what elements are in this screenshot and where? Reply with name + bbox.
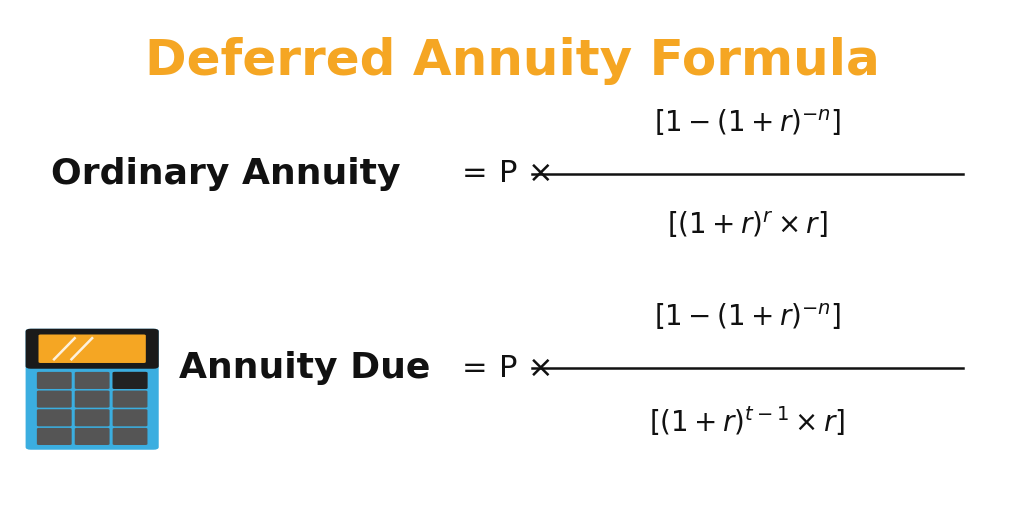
FancyBboxPatch shape [75, 409, 110, 426]
FancyBboxPatch shape [113, 390, 147, 408]
Text: $[(1 + r)^{t-1} \times r]$: $[(1 + r)^{t-1} \times r]$ [649, 404, 846, 438]
FancyBboxPatch shape [75, 390, 110, 408]
FancyBboxPatch shape [26, 329, 159, 450]
FancyBboxPatch shape [113, 372, 147, 389]
FancyBboxPatch shape [26, 329, 159, 369]
FancyBboxPatch shape [39, 335, 145, 363]
FancyBboxPatch shape [37, 409, 72, 426]
FancyBboxPatch shape [37, 390, 72, 408]
Text: $[1 - (1 + r)^{-n}]$: $[1 - (1 + r)^{-n}]$ [653, 302, 842, 332]
FancyBboxPatch shape [75, 372, 110, 389]
Text: Annuity Due: Annuity Due [179, 351, 430, 385]
Text: Ordinary Annuity: Ordinary Annuity [51, 157, 400, 190]
Text: $[(1 + r)^{r} \times r]$: $[(1 + r)^{r} \times r]$ [668, 209, 827, 240]
FancyBboxPatch shape [37, 372, 72, 389]
FancyBboxPatch shape [113, 409, 147, 426]
FancyBboxPatch shape [37, 428, 72, 445]
Text: $[1 - (1 + r)^{-n}]$: $[1 - (1 + r)^{-n}]$ [653, 107, 842, 138]
Text: $= \,\mathrm{P}\, \times$: $= \,\mathrm{P}\, \times$ [456, 353, 551, 383]
Text: Deferred Annuity Formula: Deferred Annuity Formula [144, 37, 880, 85]
FancyBboxPatch shape [75, 428, 110, 445]
FancyBboxPatch shape [113, 372, 147, 389]
FancyBboxPatch shape [113, 428, 147, 445]
Text: $= \,\mathrm{P}\, \times$: $= \,\mathrm{P}\, \times$ [456, 159, 551, 188]
